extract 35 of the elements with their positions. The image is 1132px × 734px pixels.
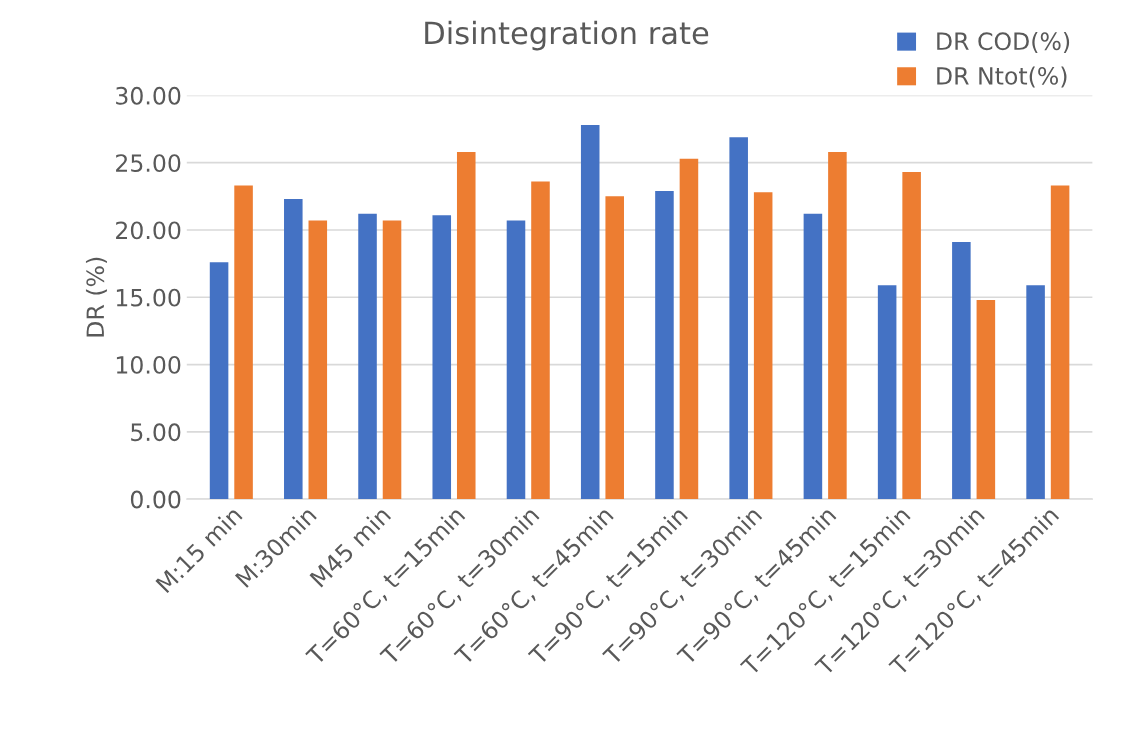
legend-label: DR Ntot(%) (937, 66, 1067, 88)
bar (531, 181, 550, 500)
bar (234, 185, 253, 500)
bar (432, 215, 452, 500)
y-tick-label: 0.00 (130, 490, 181, 509)
y-tick-label: 15.00 (116, 288, 181, 307)
bar (382, 220, 402, 500)
bar (209, 262, 229, 500)
bar (655, 190, 674, 500)
bar (877, 285, 897, 500)
bar (952, 242, 971, 500)
y-tick-label: 5.00 (131, 423, 181, 442)
bar (729, 137, 748, 500)
bar (753, 192, 773, 500)
bar (284, 199, 303, 500)
chart-title: Disintegration rate (425, 20, 709, 51)
y-tick-label: 25.00 (116, 154, 181, 173)
bar (506, 220, 526, 500)
bar (902, 172, 921, 500)
bar (605, 196, 624, 500)
bar (1050, 185, 1070, 500)
y-tick-label: 20.00 (116, 221, 181, 240)
bar (358, 213, 377, 500)
bar (456, 151, 476, 500)
bar (580, 125, 600, 500)
bar (308, 220, 328, 500)
bar (828, 151, 847, 500)
legend-label: DR COD(%) (937, 31, 1070, 53)
bar (1026, 285, 1045, 500)
y-tick-label: 30.00 (116, 86, 181, 105)
bar (803, 213, 823, 500)
bar (679, 158, 699, 500)
bar (976, 299, 996, 500)
y-tick-label: 10.00 (116, 356, 181, 374)
y-axis-title: DR (%) (85, 257, 107, 337)
